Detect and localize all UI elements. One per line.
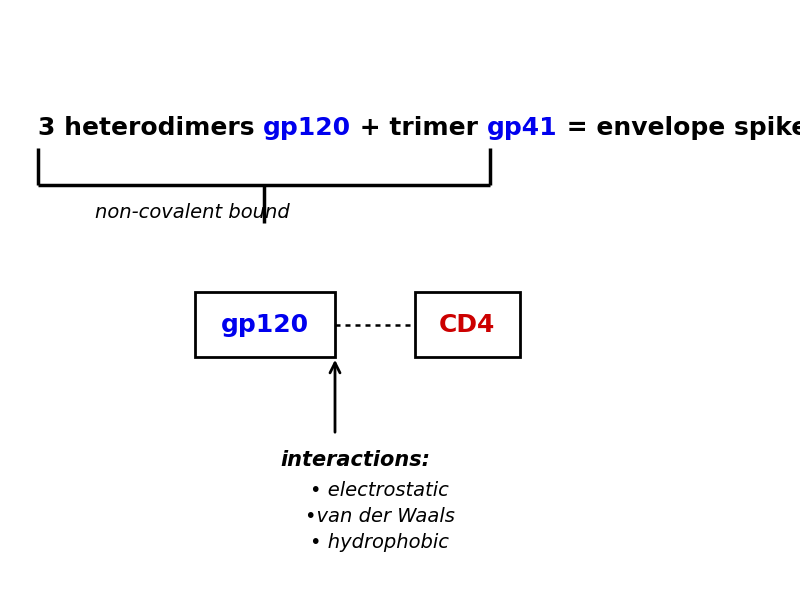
- Text: 3 heterodimers: 3 heterodimers: [38, 116, 263, 140]
- Text: •van der Waals: •van der Waals: [305, 506, 455, 526]
- Text: + trimer: + trimer: [351, 116, 487, 140]
- Text: non-covalent bound: non-covalent bound: [95, 203, 290, 223]
- Text: = envelope spike: = envelope spike: [558, 116, 800, 140]
- Bar: [415, 292, 520, 357]
- Text: • electrostatic: • electrostatic: [310, 481, 449, 499]
- Bar: [195, 292, 335, 357]
- Text: CD4: CD4: [439, 313, 495, 337]
- Text: interactions:: interactions:: [280, 450, 430, 470]
- Text: gp120: gp120: [221, 313, 309, 337]
- Text: gp120: gp120: [263, 116, 351, 140]
- Text: gp41: gp41: [487, 116, 558, 140]
- Text: • hydrophobic: • hydrophobic: [310, 533, 449, 551]
